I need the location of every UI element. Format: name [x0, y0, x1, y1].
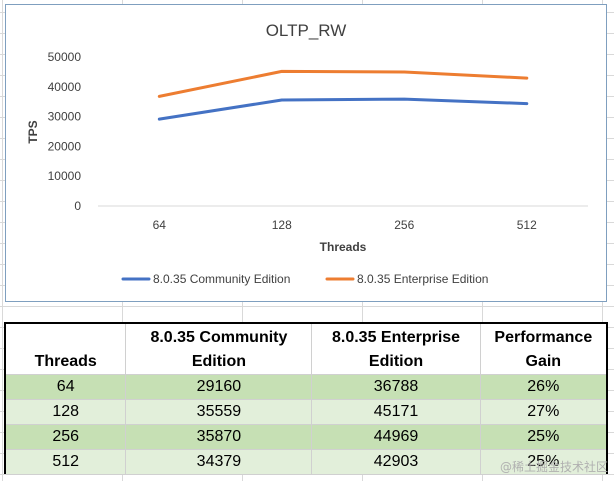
cell-community[interactable]: 35870: [125, 424, 313, 450]
line-chart: OLTP_RW 0 10000 20000 30000 40000 50000 64 128…: [26, 21, 588, 286]
y-axis-ticks: 0 10000 20000 30000 40000 50000: [48, 50, 82, 213]
legend-label: 8.0.35 Enterprise Edition: [357, 272, 488, 286]
y-tick-label: 20000: [48, 139, 82, 153]
cell-threads[interactable]: 512: [6, 449, 127, 475]
x-axis-ticks: 64 128 256 512: [153, 218, 538, 232]
cell-enterprise[interactable]: 44969: [311, 424, 481, 450]
header-threads[interactable]: Threads: [6, 324, 127, 375]
y-tick-label: 30000: [48, 110, 82, 124]
cell-gain[interactable]: 25%: [480, 424, 606, 450]
y-tick-label: 10000: [48, 169, 82, 183]
table-header-row: Threads 8.0.35 Community Edition 8.0.35 …: [6, 324, 606, 375]
table-row: 64 29160 36788 26%: [6, 374, 606, 400]
y-tick-label: 50000: [48, 50, 82, 64]
series-line-1: [157, 97, 529, 121]
x-tick-label: 128: [272, 218, 292, 232]
y-tick-label: 0: [74, 199, 81, 213]
cell-gain[interactable]: 25%: [480, 449, 606, 475]
cell-threads[interactable]: 64: [6, 374, 127, 400]
results-table-container: Threads 8.0.35 Community Edition 8.0.35 …: [4, 322, 608, 475]
cell-enterprise[interactable]: 36788: [311, 374, 481, 400]
chart-container[interactable]: OLTP_RW 0 10000 20000 30000 40000 50000 64 128…: [5, 4, 607, 302]
results-table: Threads 8.0.35 Community Edition 8.0.35 …: [6, 324, 606, 475]
x-tick-label: 256: [394, 218, 414, 232]
cell-threads[interactable]: 256: [6, 424, 127, 450]
x-axis-label: Threads: [320, 240, 367, 254]
cell-community[interactable]: 29160: [125, 374, 313, 400]
watermark: @稀土掘金技术社区: [499, 460, 608, 474]
legend-label: 8.0.35 Community Edition: [153, 272, 290, 286]
cell-community[interactable]: 35559: [125, 399, 313, 425]
cell-gain[interactable]: 26%: [480, 374, 606, 400]
table-row: 128 35559 45171 27%: [6, 399, 606, 425]
header-enterprise[interactable]: 8.0.35 Enterprise Edition: [311, 324, 481, 375]
legend: 8.0.35 Community Edition 8.0.35 Enterpris…: [121, 272, 488, 286]
table-row: 256 35870 44969 25%: [6, 424, 606, 450]
x-tick-label: 64: [153, 218, 167, 232]
header-gain[interactable]: Performance Gain: [480, 324, 606, 375]
series-lines: [157, 69, 529, 121]
chart-title: OLTP_RW: [266, 21, 347, 40]
cell-community[interactable]: 34379: [125, 449, 313, 475]
series-line-2: [157, 69, 529, 98]
cell-gain[interactable]: 27%: [480, 399, 606, 425]
header-community[interactable]: 8.0.35 Community Edition: [125, 324, 313, 375]
cell-threads[interactable]: 128: [6, 399, 127, 425]
cell-enterprise[interactable]: 45171: [311, 399, 481, 425]
y-tick-label: 40000: [48, 80, 82, 94]
y-axis-label: TPS: [26, 120, 40, 143]
table-row: 512 34379 42903 25%: [6, 449, 606, 475]
cell-enterprise[interactable]: 42903: [311, 449, 481, 475]
x-tick-label: 512: [517, 218, 537, 232]
